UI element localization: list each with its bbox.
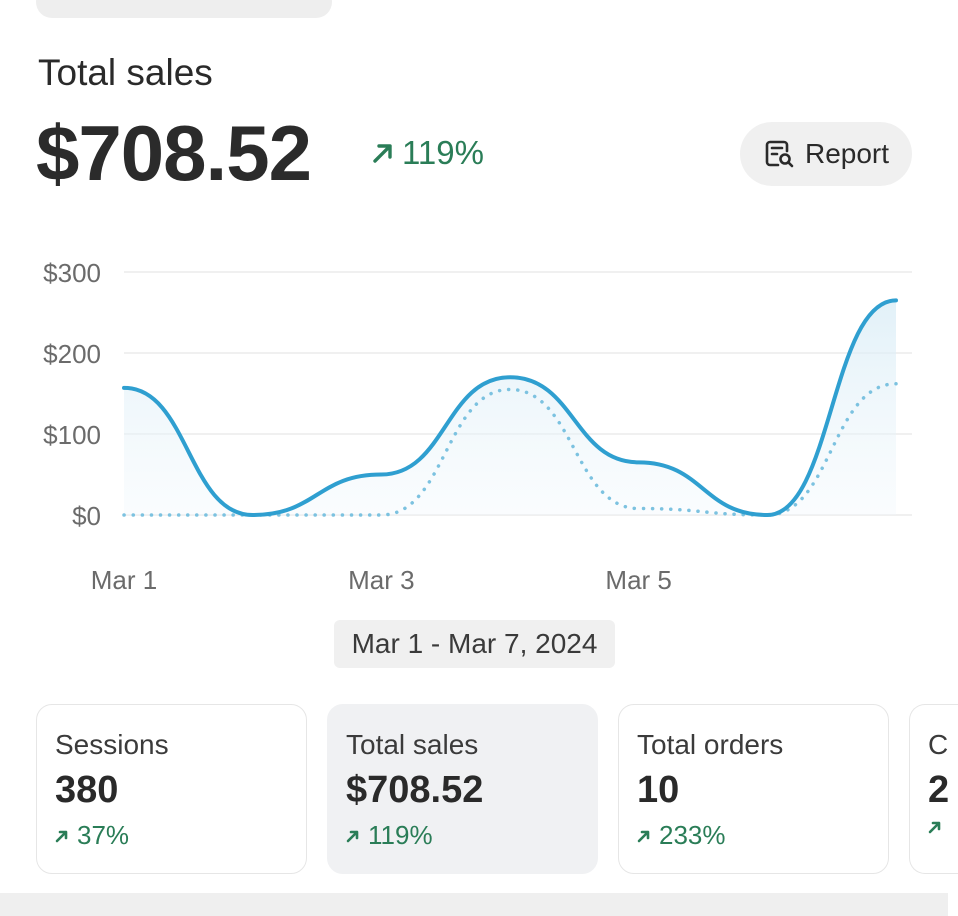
sales-change: 119% xyxy=(370,134,484,172)
card-partial[interactable]: C 2 xyxy=(909,704,958,874)
arrow-up-right-icon xyxy=(55,830,68,842)
arrow-up-right-icon xyxy=(928,821,941,834)
bottom-bar xyxy=(0,893,948,916)
series-line-main xyxy=(122,298,898,518)
series-area xyxy=(124,300,896,515)
x-tick-label: Mar 1 xyxy=(91,565,157,595)
y-tick-label: $200 xyxy=(43,339,101,369)
y-tick-label: $0 xyxy=(72,501,101,531)
card-label: Total sales xyxy=(346,729,479,760)
card-change-value: 233% xyxy=(659,820,726,850)
date-range[interactable]: Mar 1 - Mar 7, 2024 xyxy=(334,620,615,668)
y-tick-label: $100 xyxy=(43,420,101,450)
x-tick-label: Mar 3 xyxy=(348,565,414,595)
card-label: Total orders xyxy=(637,729,784,760)
sales-chart: $0 $100 $200 $300 Mar 1 Mar 3 Mar 5 xyxy=(43,258,912,595)
card-label: C xyxy=(928,729,949,760)
arrow-up-right-icon xyxy=(346,830,359,842)
card-change xyxy=(928,820,951,834)
card-total-sales[interactable]: Total sales $708.52 119% xyxy=(327,704,598,874)
card-label: Sessions xyxy=(55,729,169,760)
card-value: $708.52 xyxy=(346,769,484,811)
report-search-icon xyxy=(765,140,794,168)
card-value: 2 xyxy=(928,769,950,811)
report-button-label: Report xyxy=(804,138,890,169)
card-change-value: 119% xyxy=(368,820,433,850)
card-sessions[interactable]: Sessions 380 37% xyxy=(36,704,307,874)
sales-value: $708.52 xyxy=(36,109,312,197)
card-change: 233% xyxy=(637,820,870,851)
sales-change-value: 119% xyxy=(402,134,484,171)
sales-label: Total sales xyxy=(38,52,213,93)
report-button[interactable]: Report xyxy=(740,122,912,186)
arrow-up-right-icon xyxy=(373,144,392,163)
card-total-orders[interactable]: Total orders 10 233% xyxy=(618,704,889,874)
card-change: 37% xyxy=(55,820,288,851)
y-tick-label: $300 xyxy=(43,258,101,288)
card-value: 380 xyxy=(55,769,119,811)
card-value: 10 xyxy=(637,769,680,811)
card-change-value: 37% xyxy=(77,820,130,850)
card-change: 119% xyxy=(346,820,579,851)
arrow-up-right-icon xyxy=(637,830,650,842)
x-tick-label: Mar 5 xyxy=(605,565,671,595)
top-pill[interactable] xyxy=(36,0,332,18)
